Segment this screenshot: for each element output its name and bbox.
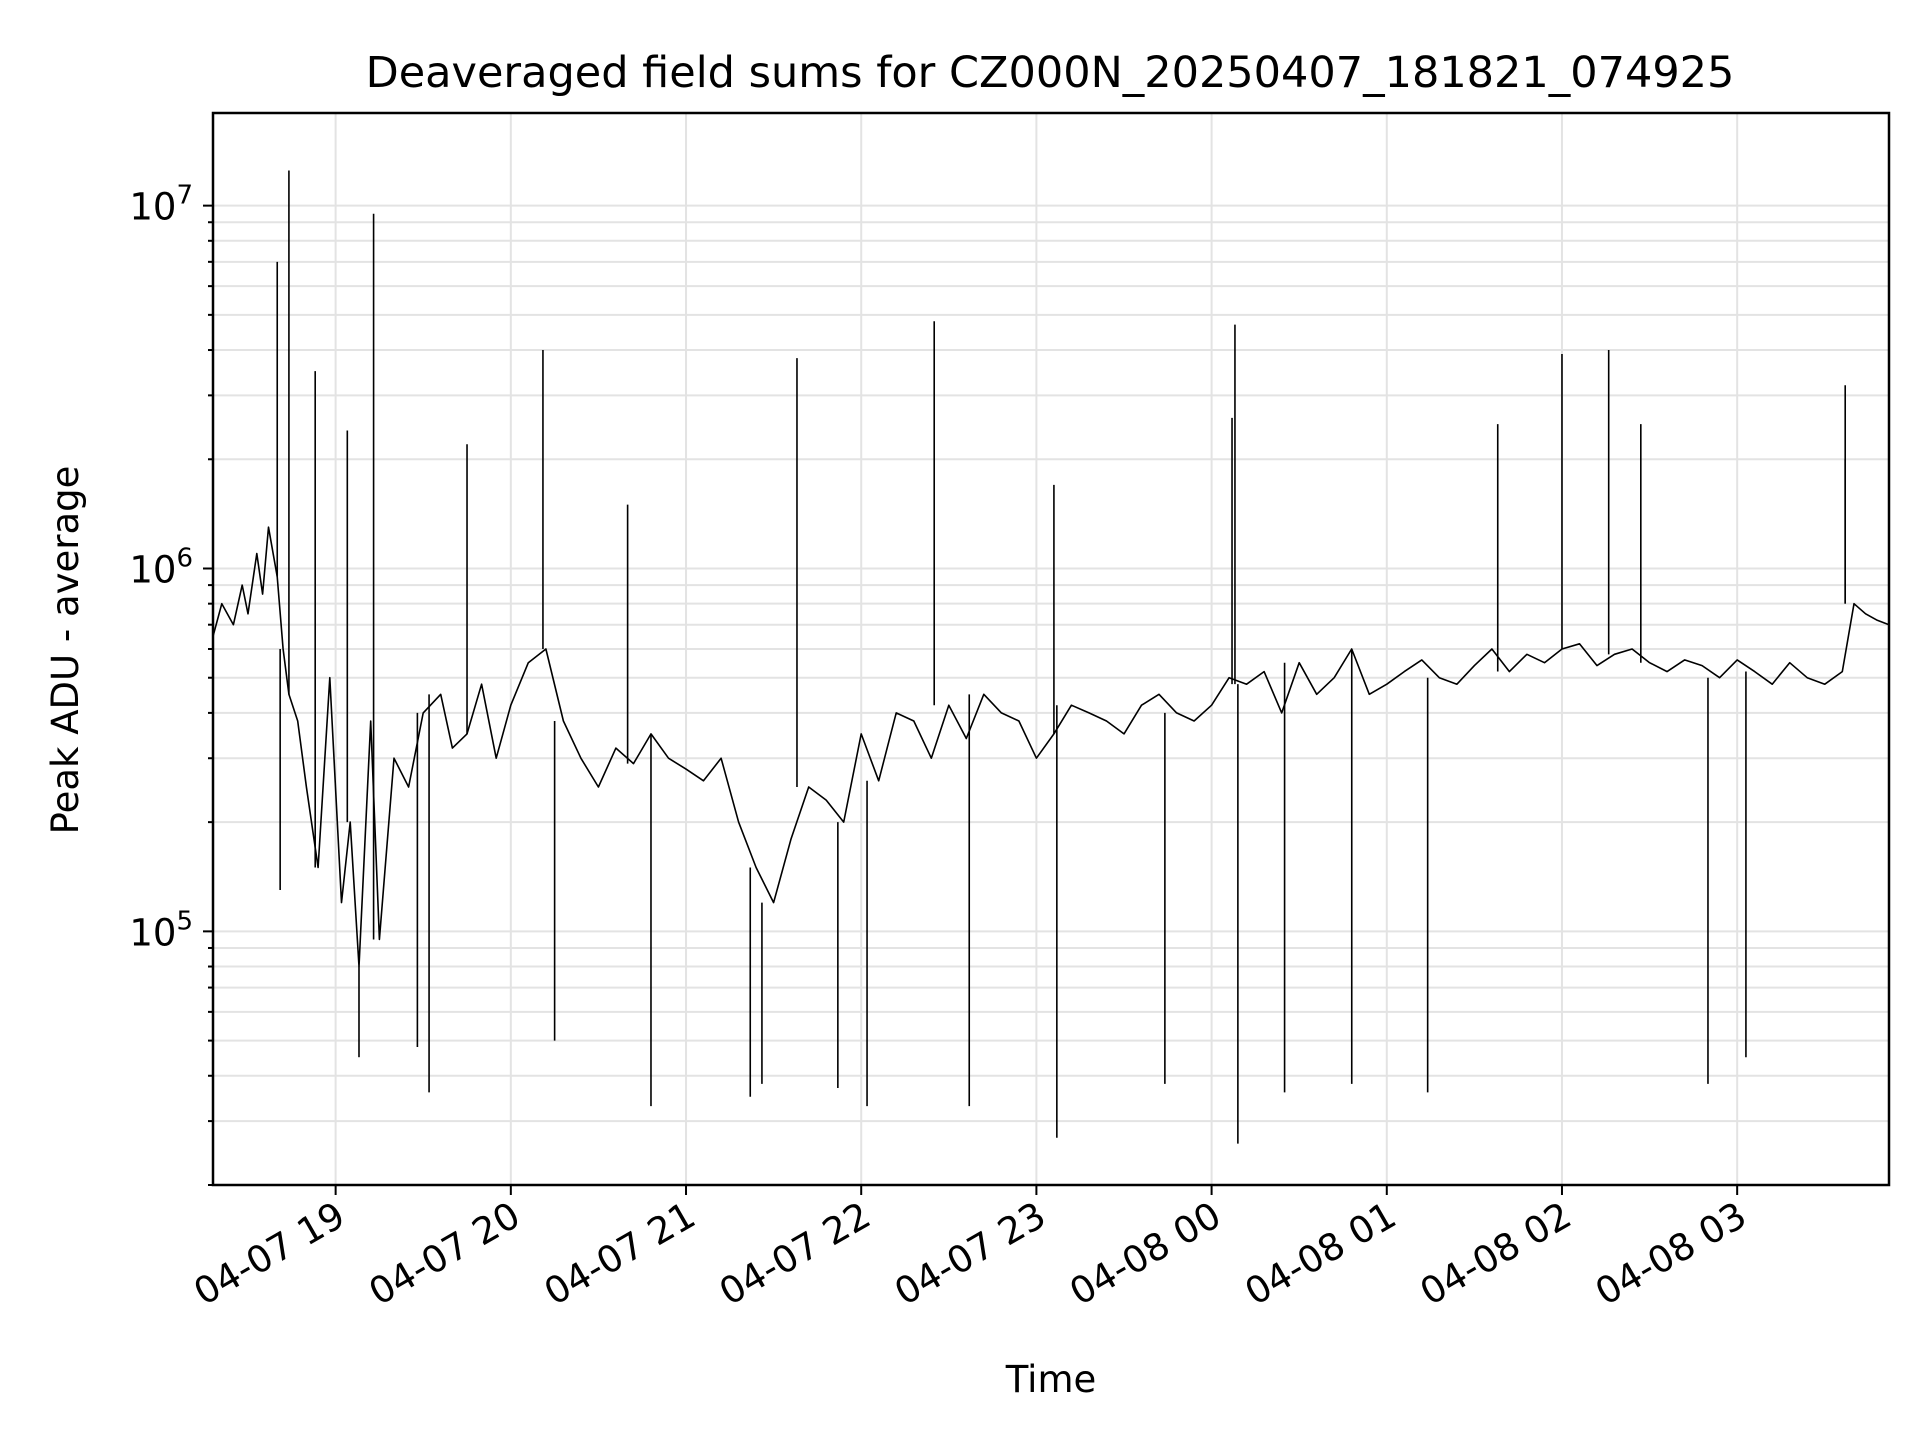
series-line xyxy=(212,526,1890,968)
y-axis-label: Peak ADU - average xyxy=(44,466,87,835)
chart-title: Deaveraged field sums for CZ000N_2025040… xyxy=(366,48,1735,98)
y-tick-label-base: 10 xyxy=(129,186,176,229)
y-tick-label: 106 xyxy=(129,543,193,591)
y-tick-label: 105 xyxy=(129,906,193,954)
y-tick-label-exponent: 7 xyxy=(176,181,193,211)
y-tick-label: 107 xyxy=(129,181,193,229)
y-tick-label-base: 10 xyxy=(129,911,176,954)
y-tick-label-exponent: 6 xyxy=(176,543,193,573)
y-tick-label-base: 10 xyxy=(129,548,176,591)
y-tick-label-exponent: 5 xyxy=(176,906,193,936)
x-axis-label: Time xyxy=(1005,1358,1097,1401)
grid xyxy=(213,113,1889,1186)
data-line xyxy=(212,170,1890,1144)
